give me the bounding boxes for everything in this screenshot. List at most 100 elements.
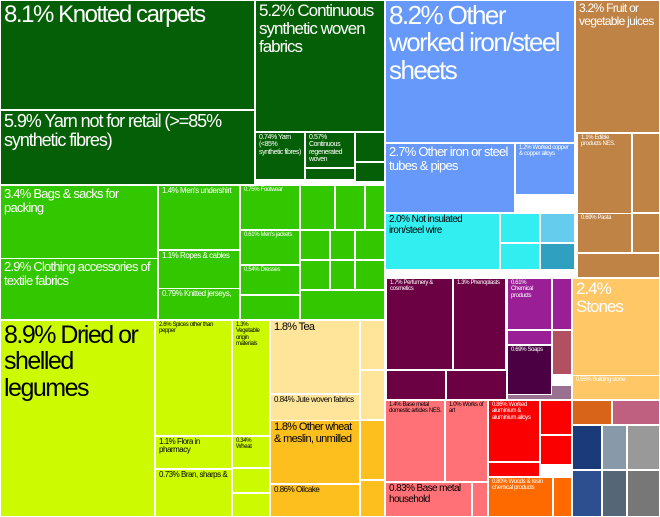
treemap-cell-label: 0.34% Wheat: [236, 438, 252, 451]
treemap-cell: 0.34% Wheat: [232, 436, 270, 468]
treemap-cell: [330, 260, 355, 290]
treemap-cell-label: 0.84% Jute woven fabrics: [274, 395, 354, 404]
treemap-cell: [232, 493, 270, 517]
treemap-cell: [572, 400, 612, 425]
treemap-cell: 0.69% Pasta: [577, 213, 632, 253]
treemap-cell-label: 0.80% Woods & resin chemical products: [492, 479, 543, 492]
treemap-cell: 0.57% Continuous regenerated woven: [305, 132, 355, 168]
treemap-cell-label: 0.61% Men's jackets: [244, 232, 292, 238]
treemap-cell: [540, 400, 572, 435]
treemap-cell: 0.83% Base metal household: [385, 482, 472, 517]
treemap-cell: [507, 330, 552, 345]
treemap-cell-label: 1.7% Perfumery & cosmetics: [390, 280, 433, 293]
treemap-cell: [365, 185, 385, 230]
treemap-cell-label: 1.2% Worked copper & copper alloys: [519, 145, 569, 158]
treemap-cell-label: 0.61% Chemical products: [511, 280, 534, 299]
treemap-cell-label: 1.8% Tea: [274, 321, 315, 333]
treemap-cell: [300, 260, 330, 290]
treemap-cell-label: 2.0% Not insulated iron/steel wire: [389, 214, 463, 236]
treemap-cell: [232, 468, 270, 493]
treemap-cell-label: 0.79% Knitted jerseys,: [162, 289, 232, 298]
treemap-cell: 8.1% Knotted carpets: [0, 0, 255, 110]
treemap-cell: 1.1% Edible products NES.: [577, 133, 632, 215]
treemap-cell: [500, 243, 540, 270]
treemap-cell-label: 2.9% Clothing accessories of textile fab…: [4, 259, 151, 288]
treemap-cell: [500, 213, 540, 243]
treemap-cell: [300, 185, 335, 230]
treemap-cell: 1.2% Worked copper & copper alloys: [515, 143, 575, 195]
treemap-cell-label: 2.4% Stones: [576, 279, 624, 316]
treemap-cell-label: 0.86% Oilcake: [274, 485, 320, 494]
treemap-cell-label: 1.1% Ropes & cables: [162, 251, 230, 260]
treemap-cell-label: 0.54% Dresses: [244, 267, 281, 273]
treemap-cell-label: 0.74% Yarn (<85% synthetic fibres): [259, 134, 301, 156]
treemap-cell: 1.4% Base metal domestic articles NES.: [385, 400, 445, 482]
treemap-cell: [577, 253, 660, 278]
treemap-cell: [355, 162, 385, 182]
treemap-cell: [355, 260, 385, 290]
treemap-cell: [612, 400, 660, 425]
treemap-cell: [386, 370, 446, 400]
treemap-cell: 1.3% Vegetable origin materials: [232, 320, 270, 436]
treemap-cell: 1.4% Men's undershirt: [158, 185, 240, 250]
treemap-cell-label: 0.57% Continuous regenerated woven: [309, 134, 343, 164]
treemap-cell: 0.69% Soaps: [507, 345, 552, 395]
treemap-cell: 1.3% Phenoplasts: [453, 278, 506, 370]
treemap-cell: 1.8% Tea: [270, 320, 360, 394]
treemap-cell: 0.74% Yarn (<85% synthetic fibres): [255, 132, 305, 180]
treemap-cell: 1.7% Perfumery & cosmetics: [386, 278, 453, 370]
treemap-cell: [360, 320, 385, 370]
treemap-cell-label: 5.2% Continuous synthetic woven fabrics: [259, 1, 374, 56]
treemap-cell-label: 1.8% Other wheat & meslin, unmilled: [274, 421, 352, 445]
treemap-cell-label: 2.6% Spices other than pepper: [159, 322, 214, 335]
treemap-cell: 2.4% Stones: [572, 278, 660, 378]
treemap-cell: 2.6% Spices other than pepper: [155, 320, 232, 436]
treemap-cell: [627, 470, 660, 517]
treemap-cell-label: 0.86% Worked aluminium & aluminium alloy…: [492, 402, 531, 421]
treemap-cell: [632, 133, 660, 213]
treemap-cell: [540, 435, 572, 465]
treemap-cell: [552, 278, 572, 330]
treemap-cell-label: 1.4% Men's undershirt: [162, 186, 232, 195]
treemap-cell: [540, 243, 575, 270]
treemap-cell: 5.9% Yarn not for retail (>=85% syntheti…: [0, 110, 255, 185]
treemap-cell-label: 1.1% Flora in pharmacy: [159, 437, 200, 455]
treemap-cell: 3.2% Fruit or vegetable juices: [575, 0, 660, 133]
treemap-cell: [330, 230, 355, 260]
treemap-cell: [446, 370, 507, 400]
treemap-cell-label: 8.1% Knotted carpets: [4, 1, 206, 28]
treemap-cell: [355, 132, 385, 162]
treemap-cell-label: 1.0% Works of art: [449, 402, 484, 415]
treemap-cell: [602, 425, 627, 470]
treemap-cell: 1.1% Flora in pharmacy: [155, 436, 232, 469]
treemap-cell: [602, 470, 627, 517]
treemap-cell: [355, 230, 385, 260]
treemap-cell: 0.73% Bran, sharps &: [155, 469, 232, 517]
treemap-cell: 0.79% Knitted jerseys,: [158, 288, 240, 320]
treemap-cell: [627, 425, 660, 470]
treemap-cell: [305, 168, 355, 180]
treemap-cell: 2.7% Other iron or steel tubes & pipes: [385, 143, 515, 213]
treemap-cell: [540, 213, 575, 243]
treemap-cell-label: 3.4% Bags & sacks for packing: [4, 186, 119, 215]
treemap-cell: 2.0% Not insulated iron/steel wire: [385, 213, 500, 270]
treemap-cell: [240, 295, 300, 320]
treemap-cell: [300, 290, 385, 320]
treemap-cell: [552, 330, 572, 375]
treemap-cell-label: 2.7% Other iron or steel tubes & pipes: [389, 144, 508, 173]
treemap-cell-label: 1.4% Base metal domestic articles NES.: [389, 402, 442, 415]
treemap-cell: [488, 462, 540, 477]
treemap-cell-label: 0.69% Soaps: [511, 347, 543, 353]
treemap-cell: 0.55% Building stone: [572, 375, 660, 400]
treemap-cell-label: 8.9% Dried or shelled legumes: [4, 321, 139, 402]
treemap-cell: [553, 477, 572, 517]
treemap-cell: [335, 185, 365, 230]
treemap-cell-label: 1.3% Phenoplasts: [457, 280, 500, 286]
treemap-cell-label: 1.3% Vegetable origin materials: [236, 322, 260, 347]
treemap-cell: 1.1% Ropes & cables: [158, 250, 240, 292]
treemap-cell: 5.2% Continuous synthetic woven fabrics: [255, 0, 385, 132]
treemap-cell-label: 3.2% Fruit or vegetable juices: [579, 1, 654, 28]
treemap-cell: 0.80% Woods & resin chemical products: [488, 477, 553, 517]
treemap-cell: 0.75% Footwear: [240, 185, 300, 230]
